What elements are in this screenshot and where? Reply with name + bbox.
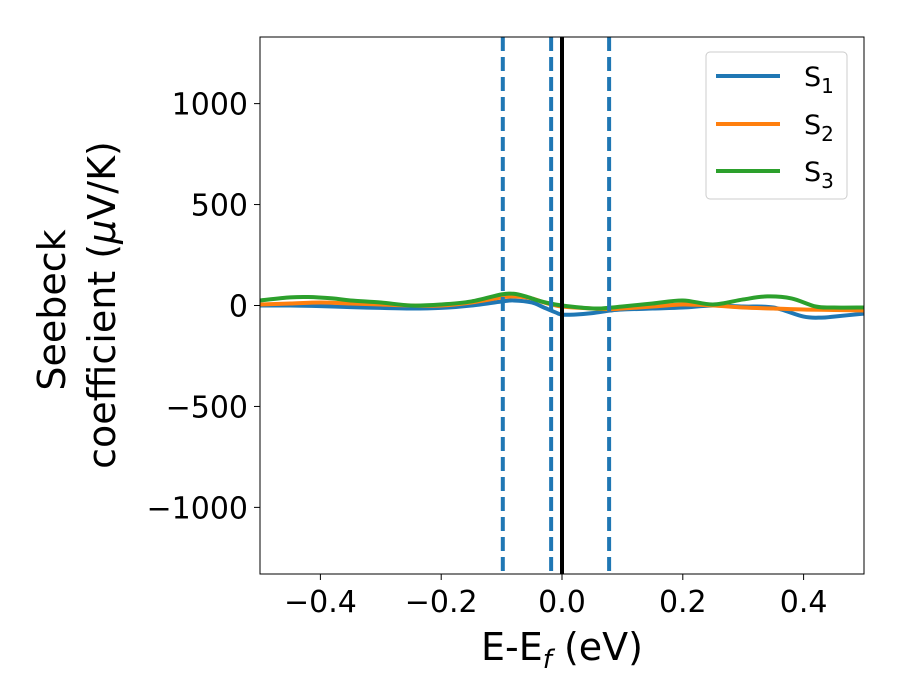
y-axis-label-line1: Seebeck — [30, 229, 74, 390]
legend-label-s1: S1 — [804, 62, 834, 98]
plot-area — [260, 37, 864, 574]
y-tick-label: 1000 — [172, 88, 248, 123]
y-tick-label: −500 — [166, 390, 248, 425]
x-tick-label: 0.4 — [780, 585, 828, 620]
x-axis-label: E-Ef (eV) — [481, 625, 643, 675]
legend-label-s2: S2 — [804, 110, 834, 146]
y-axis-label-line2: coefficient (μV/K) — [80, 141, 124, 469]
y-tick-label: 0 — [229, 290, 248, 325]
x-tick-label: −0.2 — [405, 585, 478, 620]
x-tick-label: 0.0 — [538, 585, 586, 620]
x-tick-label: 0.2 — [659, 585, 707, 620]
axis-ticks: −0.4 −0.2 0.0 0.2 0.4 −1000 −500 0 500 1000 — [147, 88, 828, 620]
x-tick-label: −0.4 — [284, 585, 357, 620]
y-tick-label: 500 — [191, 189, 248, 224]
legend: S1 S2 S3 — [705, 51, 848, 200]
legend-label-s3: S3 — [804, 157, 834, 193]
y-tick-label: −1000 — [147, 491, 248, 526]
